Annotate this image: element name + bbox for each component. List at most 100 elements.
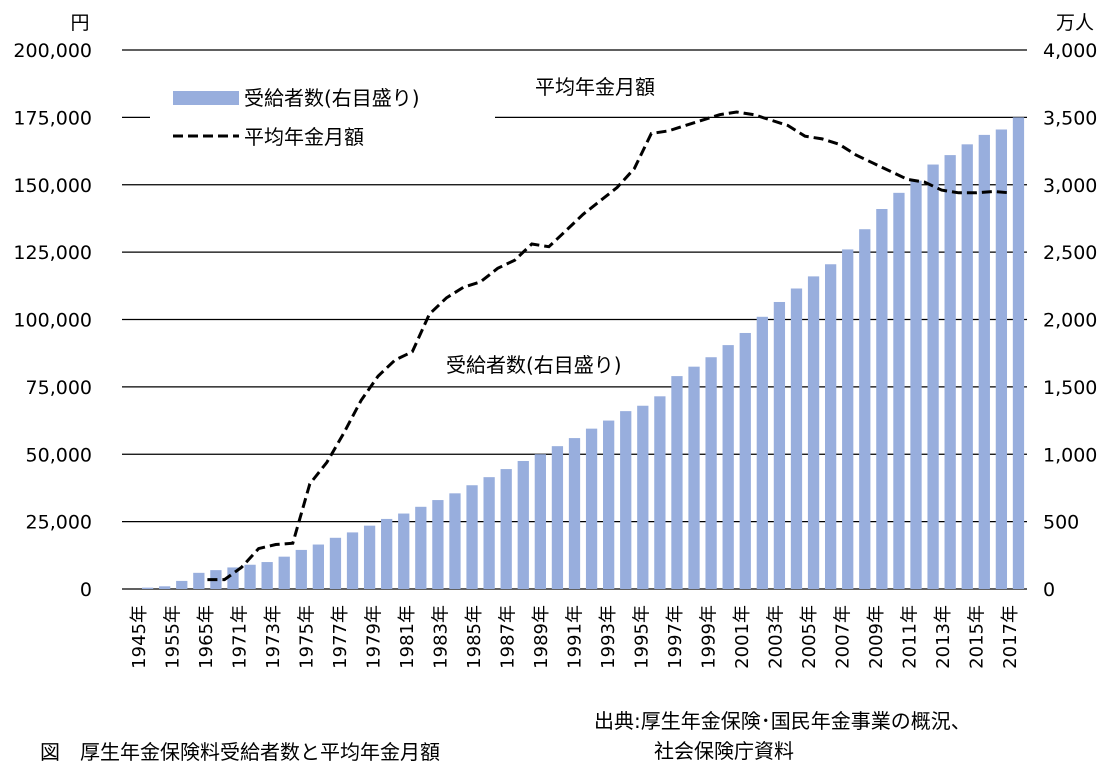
bar <box>824 264 837 589</box>
bar <box>329 537 342 589</box>
bar <box>261 562 273 589</box>
source-note: 出典:厚生年金保険･国民年金事業の概況、 社会保険庁資料 <box>594 706 971 766</box>
bar <box>534 454 546 589</box>
right-tick-label: 1,500 <box>1043 377 1097 399</box>
bar <box>910 180 922 589</box>
bar <box>688 366 700 589</box>
legend: 受給者数(右目盛り) 平均年金月額 <box>150 80 495 165</box>
bar <box>944 155 956 590</box>
bar <box>278 556 290 589</box>
right-tick-label: 4,000 <box>1043 40 1097 62</box>
bar <box>637 405 649 589</box>
x-tick-label: 2011年 <box>900 605 921 669</box>
bar <box>654 396 666 589</box>
x-tick-label: 1979年 <box>363 605 384 669</box>
right-tick-label: 0 <box>1043 579 1055 601</box>
left-tick-label: 175,000 <box>13 107 92 129</box>
bar <box>859 229 871 589</box>
legend-label-recipients: 受給者数(右目盛り) <box>244 86 420 110</box>
bar <box>415 506 427 589</box>
annotation-average-pension: 平均年金月額 <box>535 75 655 99</box>
right-axis-ticks: 0 500 1,000 1,500 2,000 2,500 3,000 3,500 4,000 <box>1043 40 1097 601</box>
bar <box>193 572 205 589</box>
right-tick-label: 3,500 <box>1043 107 1097 129</box>
x-tick-label: 1997年 <box>665 605 686 669</box>
left-tick-label: 100,000 <box>13 310 92 332</box>
bar <box>876 209 888 589</box>
left-tick-label: 75,000 <box>26 377 92 399</box>
bar <box>159 586 171 589</box>
bar <box>295 549 307 589</box>
x-tick-label: 2007年 <box>833 605 854 669</box>
x-tick-label: 1977年 <box>330 605 351 669</box>
bar <box>517 460 529 589</box>
bar <box>620 411 632 589</box>
right-tick-label: 2,500 <box>1043 242 1097 264</box>
x-tick-label: 2003年 <box>766 605 787 669</box>
left-tick-label: 200,000 <box>13 40 92 62</box>
bar <box>432 500 444 589</box>
x-tick-label: 1965年 <box>196 605 217 669</box>
x-tick-label: 2009年 <box>866 605 887 669</box>
bar <box>671 376 683 589</box>
x-tick-label: 1955年 <box>162 605 183 669</box>
bar <box>756 316 768 589</box>
bar <box>363 525 376 589</box>
annotation-recipients: 受給者数(右目盛り) <box>446 353 622 377</box>
line-series-average-pension <box>207 110 1011 582</box>
bar <box>790 288 803 589</box>
bar <box>466 485 478 589</box>
bar <box>739 332 751 589</box>
bar <box>449 493 461 589</box>
bar <box>1012 117 1025 589</box>
bar <box>893 192 905 589</box>
source-line-2: 社会保険庁資料 <box>654 739 794 763</box>
bar <box>141 587 154 589</box>
x-tick-label: 1945年 <box>129 605 150 669</box>
right-tick-label: 1,000 <box>1043 444 1097 466</box>
bar <box>585 428 598 589</box>
bar <box>705 357 717 589</box>
gridlines <box>122 49 1027 590</box>
x-tick-label: 1993年 <box>598 605 619 669</box>
x-tick-label: 1991年 <box>565 605 586 669</box>
x-tick-label: 1989年 <box>531 605 552 669</box>
bar <box>978 134 990 589</box>
x-tick-label: 1981年 <box>397 605 418 669</box>
figure-caption: 図 厚生年金保険料受給者数と平均年金月額 <box>40 740 440 764</box>
right-tick-label: 2,000 <box>1043 310 1097 332</box>
right-tick-label: 500 <box>1043 512 1079 534</box>
bar <box>807 276 820 589</box>
bar <box>244 564 256 589</box>
legend-label-average: 平均年金月額 <box>244 125 364 149</box>
bar <box>346 532 359 589</box>
left-axis-unit: 円 <box>70 12 89 34</box>
bar <box>842 249 854 589</box>
x-tick-label: 1985年 <box>464 605 485 669</box>
bar <box>381 518 393 589</box>
x-tick-label: 1999年 <box>699 605 720 669</box>
x-tick-label: 2001年 <box>732 605 753 669</box>
legend-bar-swatch <box>173 91 239 105</box>
x-tick-label: 2013年 <box>933 605 954 669</box>
x-tick-label: 2017年 <box>1000 605 1021 669</box>
x-axis-ticks: 1945年 1955年 1965年 1971年 1973年 1975年 1977年 1979年… <box>129 605 1021 669</box>
bar <box>483 477 495 589</box>
bar <box>568 438 581 589</box>
bar-series-recipients <box>141 117 1025 590</box>
bar <box>176 580 188 589</box>
bar <box>227 567 239 589</box>
bar <box>995 129 1008 589</box>
bar <box>312 544 325 589</box>
bar <box>603 420 615 589</box>
x-tick-label: 1975年 <box>296 605 317 669</box>
x-tick-label: 1987年 <box>497 605 518 669</box>
right-axis-unit: 万人 <box>1056 12 1094 34</box>
left-tick-label: 0 <box>80 579 92 601</box>
bar <box>961 144 973 589</box>
x-tick-label: 1983年 <box>430 605 451 669</box>
x-tick-label: 1973年 <box>263 605 284 669</box>
x-tick-label: 2005年 <box>799 605 820 669</box>
bar <box>398 513 410 589</box>
